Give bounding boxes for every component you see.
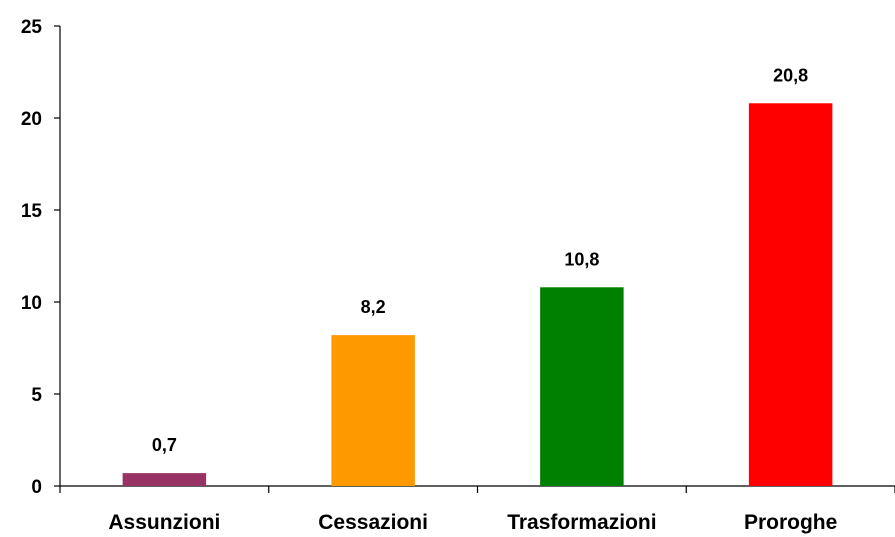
bar-trasformazioni <box>540 287 624 486</box>
y-axis: 0 5 10 15 20 25 <box>21 17 61 498</box>
y-tick-label: 20 <box>21 109 42 130</box>
x-category-label: Assunzioni <box>108 511 220 534</box>
x-category-label: Trasformazioni <box>507 511 656 534</box>
y-tick-label: 25 <box>21 17 43 38</box>
data-label: 20,8 <box>773 65 808 85</box>
bar-assunzioni <box>122 473 207 486</box>
y-tick-label: 10 <box>21 293 42 314</box>
x-category-label: Cessazioni <box>318 511 428 534</box>
data-label: 10,8 <box>564 249 599 269</box>
bar-cessazioni <box>331 335 415 486</box>
bar-proroghe <box>748 103 833 486</box>
bars <box>122 103 833 486</box>
y-tick-label: 15 <box>21 201 43 222</box>
x-category-label: Proroghe <box>744 511 837 534</box>
data-label: 8,2 <box>361 297 386 317</box>
y-tick-label: 5 <box>31 385 42 406</box>
x-axis: Assunzioni Cessazioni Trasformazioni Prorog… <box>59 485 895 534</box>
data-labels: 0,7 8,2 10,8 20,8 <box>152 65 808 455</box>
y-tick-label: 0 <box>31 477 42 498</box>
data-label: 0,7 <box>152 435 177 455</box>
